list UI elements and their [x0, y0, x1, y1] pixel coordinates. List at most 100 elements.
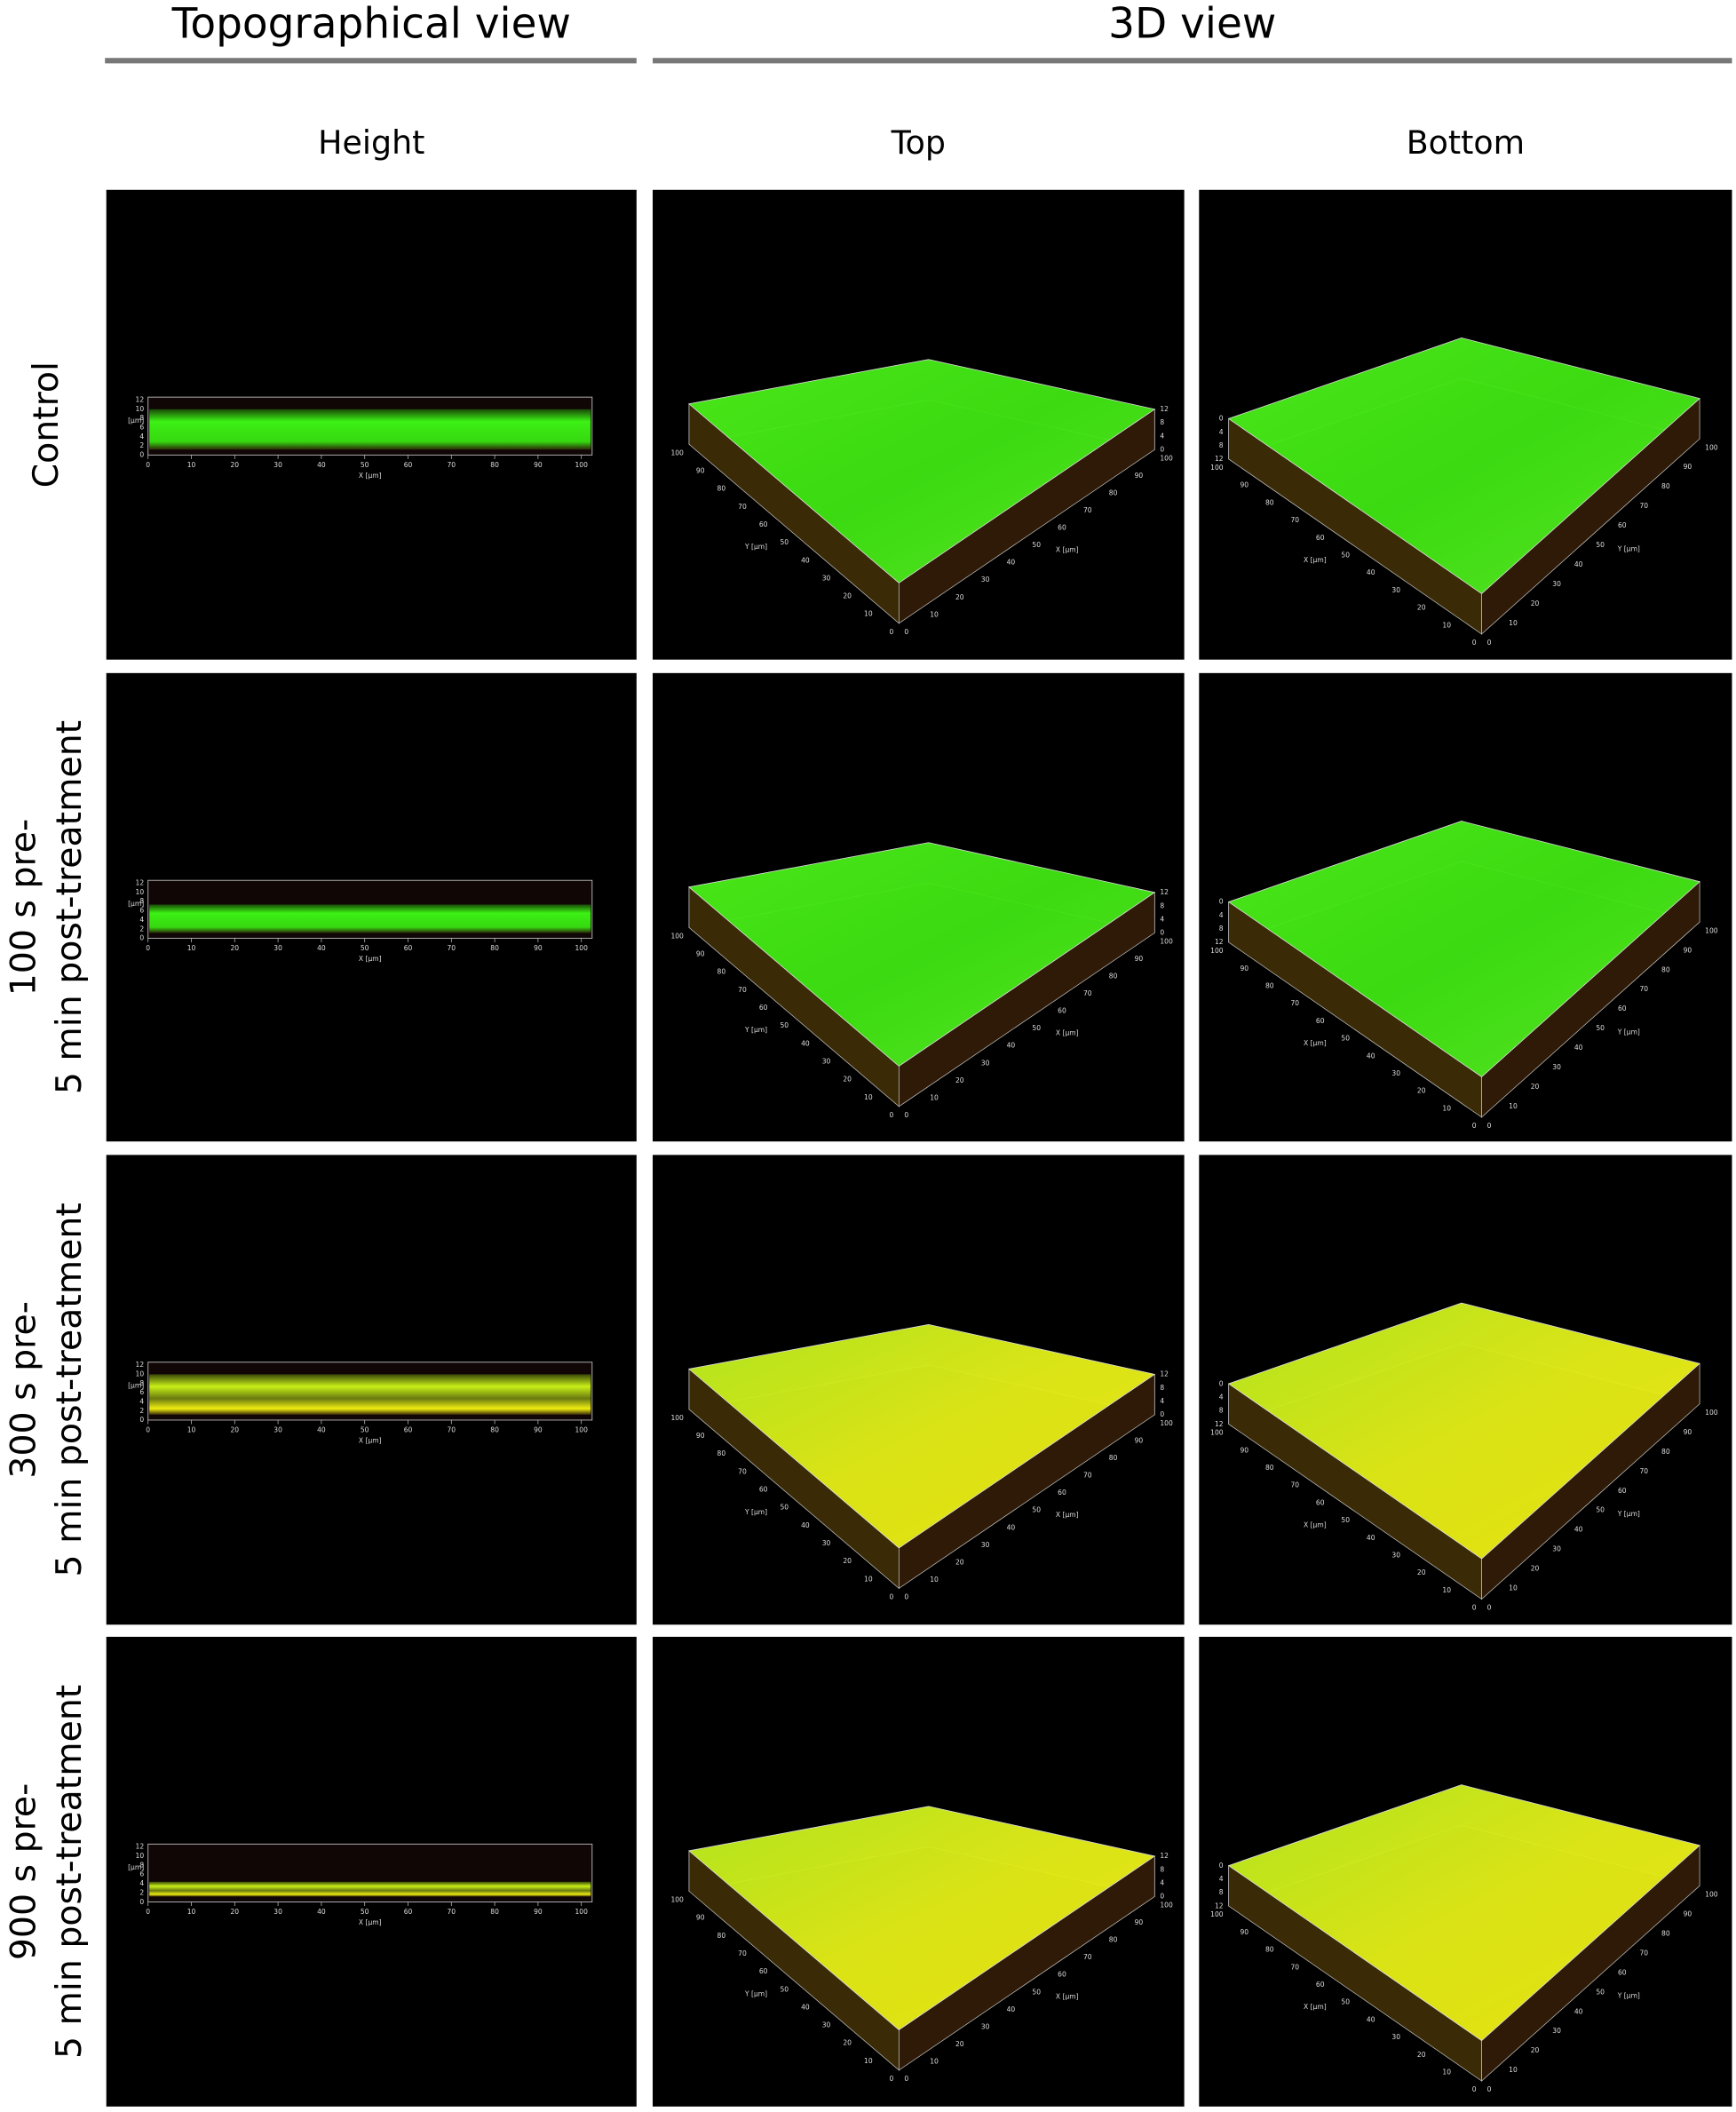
x-axis-label: X [µm]: [359, 1437, 382, 1445]
y-tick-label: 0: [1472, 1122, 1477, 1130]
x-tick-label: 40: [1574, 560, 1583, 568]
x-tick-label: 50: [1596, 1988, 1605, 1996]
y-tick-label: 40: [1367, 2015, 1375, 2023]
x-tick-label: 20: [230, 1426, 239, 1434]
z-tick-label: 0: [1219, 1379, 1224, 1387]
y-tick-label: 0: [1472, 639, 1477, 647]
x-tick-label: 90: [1684, 946, 1692, 954]
y-tick-label: 20: [1417, 2051, 1426, 2059]
z-tick-label: 8: [139, 897, 144, 905]
z-tick-label: 8: [139, 1379, 144, 1387]
row-title: 5 min post-treatment: [49, 1203, 90, 1576]
x-tick-label: 100: [1705, 1409, 1718, 1417]
y-tick-label: 80: [717, 968, 726, 976]
x-tick-label: 20: [955, 1558, 964, 1566]
z-tick-label: 4: [1160, 1879, 1164, 1887]
z-tick-label: 4: [139, 1879, 144, 1887]
x-tick-label: 30: [1552, 1063, 1561, 1071]
x-tick-label: 70: [1083, 1953, 1092, 1961]
z-axis-label: [µm]: [128, 417, 144, 425]
x-tick-label: 50: [1596, 1506, 1605, 1514]
z-axis-label: [µm]: [128, 1382, 144, 1390]
x-tick-label: 40: [1007, 559, 1016, 567]
row-title: 5 min post-treatment: [49, 1685, 90, 2059]
x-tick-label: 50: [361, 461, 369, 469]
z-tick-label: 12: [1160, 405, 1169, 413]
y-tick-label: 80: [717, 1449, 726, 1457]
x-tick-label: 60: [404, 1908, 413, 1916]
x-tick-label: 80: [1661, 1448, 1670, 1456]
z-tick-label: 0: [1160, 929, 1164, 937]
x-tick-label: 50: [1596, 1024, 1605, 1032]
y-tick-label: 90: [1240, 1446, 1248, 1454]
y-axis-label: Y [µm]: [744, 543, 767, 551]
z-tick-label: 6: [139, 1388, 144, 1396]
x-tick-label: 90: [1135, 955, 1144, 963]
z-tick-label: 12: [1215, 1420, 1224, 1428]
y-tick-label: 10: [864, 2057, 873, 2065]
z-tick-label: 12: [1215, 1902, 1224, 1910]
x-tick-label: 100: [575, 461, 588, 469]
z-tick-label: 4: [1160, 1397, 1164, 1405]
x-tick-label: 60: [404, 1426, 413, 1434]
y-tick-label: 10: [1442, 1586, 1451, 1594]
x-tick-label: 60: [1058, 1007, 1066, 1015]
surface: [688, 1323, 1156, 1549]
x-tick-label: 100: [1705, 1890, 1718, 1898]
y-tick-label: 100: [1210, 1429, 1224, 1437]
x-tick-label: 80: [1109, 973, 1118, 981]
x-tick-label: 0: [904, 2075, 908, 2083]
x-tick-label: 50: [1032, 1506, 1041, 1514]
x-tick-label: 50: [1032, 1024, 1041, 1032]
x-tick-label: 20: [955, 1076, 964, 1084]
x-tick-label: 80: [490, 1426, 499, 1434]
z-tick-label: 8: [1160, 1384, 1164, 1392]
x-tick-label: 50: [1032, 541, 1041, 549]
x-axis-label: X [µm]: [1056, 1993, 1079, 2001]
y-tick-label: 70: [738, 1949, 747, 1957]
x-tick-label: 30: [273, 944, 282, 952]
y-tick-label: 20: [843, 592, 852, 600]
x-tick-label: 0: [904, 1593, 908, 1601]
y-tick-label: 70: [738, 1467, 747, 1475]
y-tick-label: 60: [759, 1004, 768, 1012]
y-tick-label: 30: [1391, 1552, 1400, 1560]
x-tick-label: 0: [1487, 2085, 1492, 2093]
x-tick-label: 100: [1705, 926, 1718, 934]
y-tick-label: 80: [1265, 1464, 1274, 1472]
z-tick-label: 12: [136, 879, 145, 887]
x-tick-label: 100: [575, 1908, 588, 1916]
z-tick-label: 4: [1219, 1393, 1224, 1401]
row-title: 900 s pre-: [3, 1783, 44, 1961]
y-tick-label: 10: [1442, 1104, 1451, 1112]
x-tick-label: 0: [1487, 1122, 1492, 1130]
surface: [1227, 821, 1700, 1077]
x-tick-label: 50: [361, 1426, 369, 1434]
z-tick-label: 12: [1215, 938, 1224, 946]
x-tick-label: 30: [273, 461, 282, 469]
x-axis-label: Y [µm]: [1617, 1991, 1640, 1999]
z-tick-label: 12: [136, 1843, 145, 1851]
y-tick-label: 20: [1417, 1568, 1426, 1576]
group-title: Topographical view: [171, 0, 571, 49]
y-tick-label: 60: [759, 520, 768, 528]
x-tick-label: 10: [930, 2058, 939, 2066]
x-tick-label: 0: [1487, 639, 1492, 647]
x-tick-label: 30: [981, 576, 990, 584]
y-tick-label: 0: [1472, 2085, 1477, 2093]
x-tick-label: 30: [1552, 580, 1561, 588]
z-tick-label: 8: [1219, 1888, 1224, 1896]
z-tick-label: 4: [1219, 428, 1224, 436]
x-tick-label: 40: [317, 461, 326, 469]
y-tick-label: 10: [1442, 621, 1451, 629]
y-tick-label: 100: [670, 1895, 684, 1903]
z-tick-label: 4: [139, 916, 144, 924]
y-tick-label: 100: [670, 449, 684, 457]
x-tick-label: 90: [1684, 1428, 1692, 1436]
x-tick-label: 20: [230, 1908, 239, 1916]
x-axis-label: X [µm]: [359, 955, 382, 963]
